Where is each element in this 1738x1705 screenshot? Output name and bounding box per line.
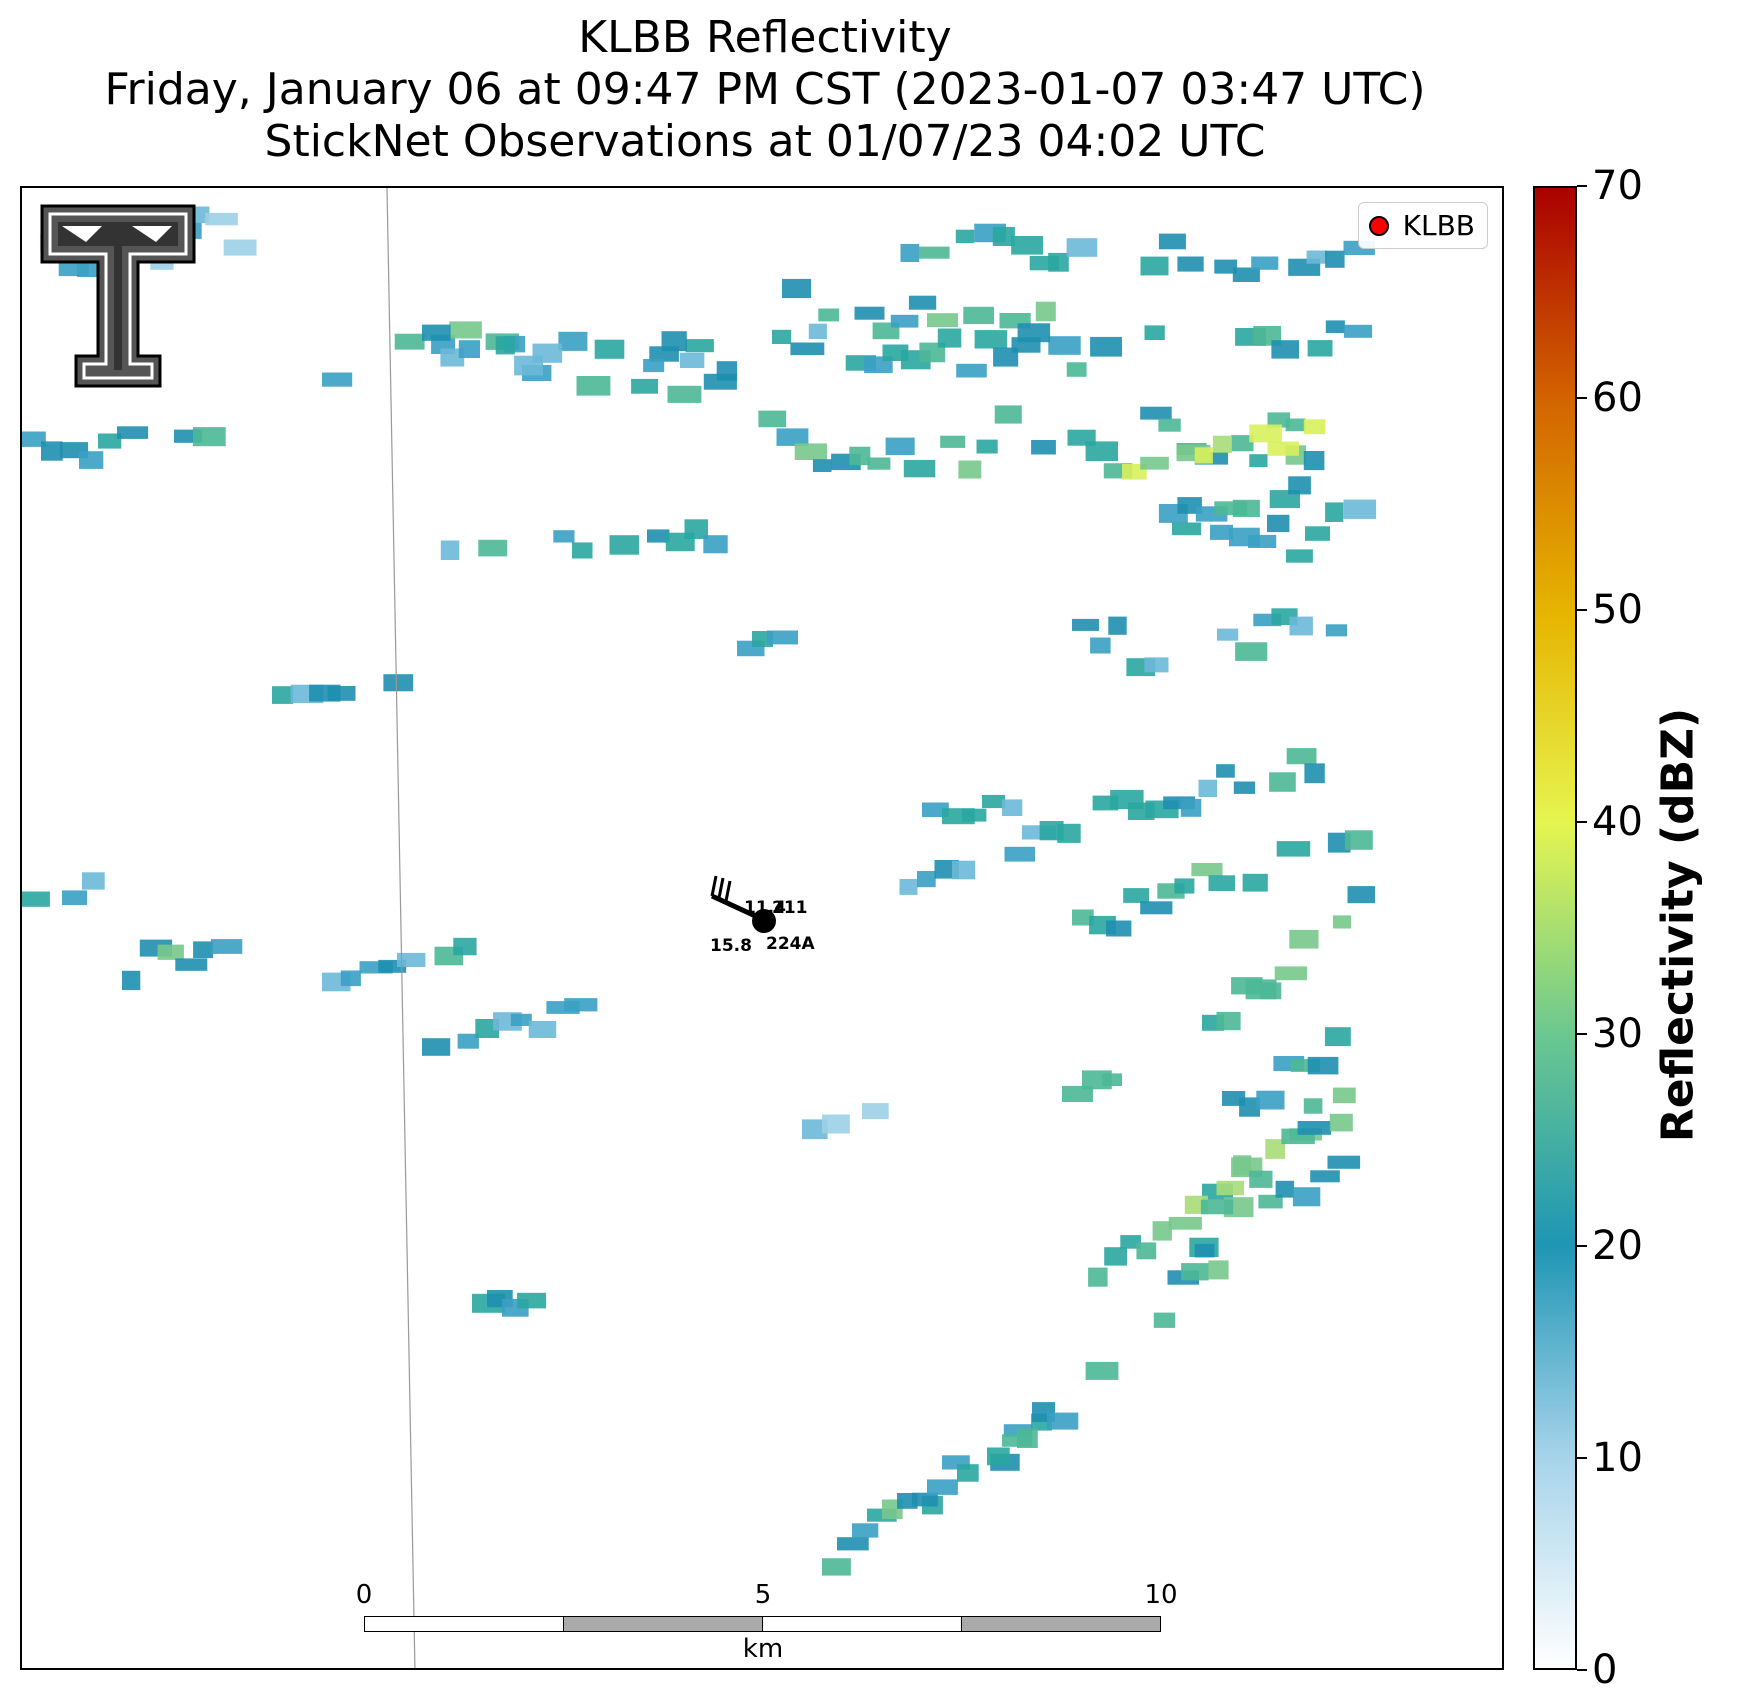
texas-tech-double-t-logo xyxy=(40,204,196,388)
colorbar-tick-label: 50 xyxy=(1592,587,1643,633)
station-temperature: 11.4 xyxy=(744,898,786,918)
colorbar-title: Reflectivity (dBZ) xyxy=(1652,707,1704,1143)
colorbar-tick-label: 20 xyxy=(1592,1223,1643,1269)
colorbar-tick xyxy=(1577,185,1587,187)
colorbar-tick xyxy=(1577,1245,1587,1247)
scale-unit: km xyxy=(742,1634,784,1664)
station-id: 224A xyxy=(766,934,815,954)
station-dewpoint: 15.8 xyxy=(710,936,752,956)
scale-label-10: 10 xyxy=(1144,1580,1178,1610)
title-line-1: KLBB Reflectivity xyxy=(578,12,952,63)
radar-site-marker-icon xyxy=(1368,215,1389,236)
title-line-3: StickNet Observations at 01/07/23 04:02 … xyxy=(264,116,1266,167)
colorbar-tick xyxy=(1577,397,1587,399)
colorbar-tick-label: 40 xyxy=(1592,799,1643,845)
colorbar-tick xyxy=(1577,1457,1587,1459)
colorbar xyxy=(1533,186,1577,1670)
map-legend: KLBB xyxy=(1357,202,1488,249)
scale-segment xyxy=(364,1616,564,1632)
title-line-2: Friday, January 06 at 09:47 PM CST (2023… xyxy=(104,64,1426,115)
scale-segment xyxy=(961,1616,1161,1632)
county-boundary xyxy=(386,188,416,1668)
scale-segment xyxy=(563,1616,763,1632)
sticknet-station-224A[interactable] xyxy=(710,875,776,933)
station-marker xyxy=(752,909,776,933)
scale-segment xyxy=(762,1616,962,1632)
colorbar-tick-label: 70 xyxy=(1592,163,1643,209)
colorbar-tick xyxy=(1577,821,1587,823)
figure-title: KLBB Reflectivity Friday, January 06 at … xyxy=(0,12,1530,168)
colorbar-tick xyxy=(1577,609,1587,611)
colorbar-tick-label: 0 xyxy=(1592,1647,1618,1693)
scale-label-0: 0 xyxy=(355,1580,373,1610)
radar-map[interactable]: 11.4 211 15.8 224A KLBB 0 5 10 km xyxy=(20,186,1504,1670)
colorbar-tick xyxy=(1577,1033,1587,1035)
scale-label-5: 5 xyxy=(754,1580,772,1610)
reflectivity-field xyxy=(22,188,1377,1668)
colorbar-tick-label: 60 xyxy=(1592,375,1643,421)
station-pressure: 211 xyxy=(772,898,808,918)
colorbar-tick-label: 10 xyxy=(1592,1435,1643,1481)
reflectivity-cells xyxy=(22,206,1377,1576)
legend-label: KLBB xyxy=(1402,209,1475,242)
colorbar-tick xyxy=(1577,1669,1587,1671)
colorbar-tick-label: 30 xyxy=(1592,1011,1643,1057)
